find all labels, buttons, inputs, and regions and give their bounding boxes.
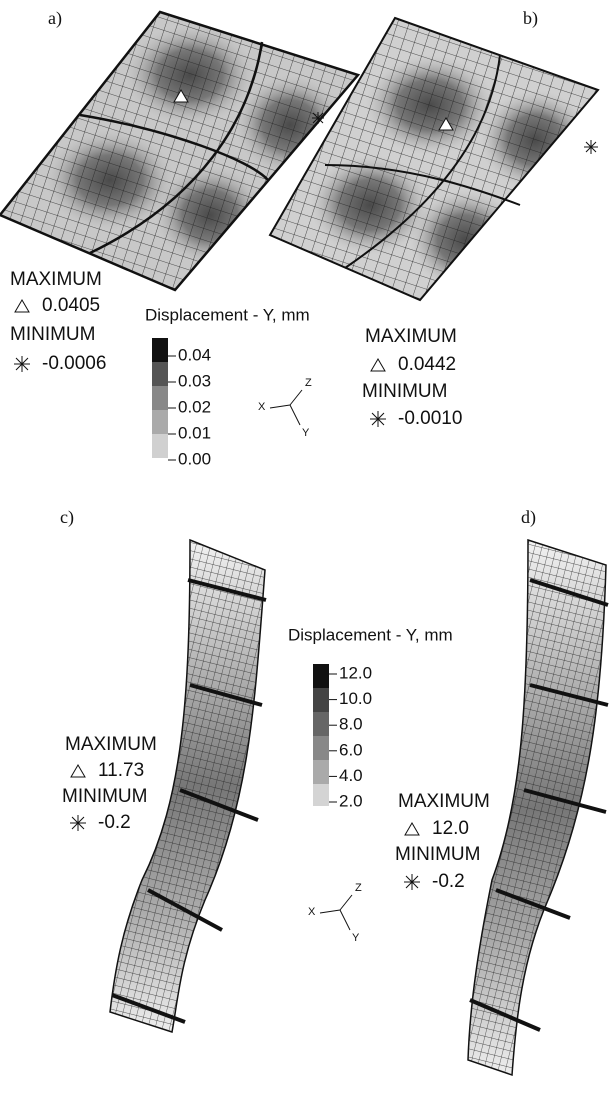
panel-label: b) <box>523 8 538 29</box>
legend-tick-label: 8.0 <box>339 715 363 734</box>
axis-x-label: X <box>258 401 266 413</box>
figure: a) MAXIMUM 0.0405 MINIMUM -0.0006 b) MAXIMUM 0.… <box>0 0 611 1093</box>
minimum-value: -0.2 <box>98 812 131 833</box>
minimum-value: -0.0010 <box>398 408 462 429</box>
legend-tick-label: 0.00 <box>178 449 211 468</box>
axis-y-label: Y <box>302 427 310 439</box>
legend-tick-label: 2.0 <box>339 791 363 810</box>
minimum-label: MINIMUM <box>62 786 147 807</box>
legend-tick-label: 0.03 <box>178 371 211 390</box>
axis-x-label: X <box>308 906 316 918</box>
minimum-value: -0.2 <box>432 871 465 892</box>
legend-tick-label: 0.02 <box>178 397 211 416</box>
maximum-label: MAXIMUM <box>65 734 157 755</box>
axis-y-label: Y <box>352 932 360 944</box>
axis-z-label: Z <box>355 882 362 894</box>
min-marker <box>312 112 324 124</box>
min-marker <box>370 411 386 427</box>
minimum-label: MINIMUM <box>10 324 95 345</box>
legend-tick-label: 12.0 <box>339 663 372 682</box>
min-marker <box>70 815 86 831</box>
page: {"panels": [ {"label": "a)", "maximum_la… <box>0 0 611 1093</box>
minimum-label: MINIMUM <box>362 381 447 402</box>
max-marker <box>371 359 385 371</box>
plate-b <box>270 18 598 300</box>
maximum-value: 11.73 <box>98 760 144 781</box>
max-marker <box>405 823 419 835</box>
maximum-label: MAXIMUM <box>398 791 490 812</box>
maximum-value: 0.0405 <box>42 295 100 316</box>
legend-bar-a <box>152 338 168 458</box>
maximum-value: 12.0 <box>432 818 469 839</box>
panel-label: c) <box>60 507 74 528</box>
maximum-label: MAXIMUM <box>365 326 457 347</box>
max-marker <box>15 300 29 312</box>
axis-triad <box>270 390 352 930</box>
legend-tick-label: 6.0 <box>339 740 363 759</box>
panel-label: a) <box>48 8 62 29</box>
min-marker <box>404 874 420 890</box>
legend-bar-c <box>313 664 329 806</box>
legend-tick-label: 0.04 <box>178 345 211 364</box>
maximum-value: 0.0442 <box>398 354 456 375</box>
axis-z-label: Z <box>305 377 312 389</box>
legend-tick-label: 0.01 <box>178 423 211 442</box>
minimum-label: MINIMUM <box>395 844 480 865</box>
min-marker <box>584 140 598 154</box>
max-marker <box>71 765 85 777</box>
maximum-label: MAXIMUM <box>10 269 102 290</box>
minimum-value: -0.0006 <box>42 353 106 374</box>
legend-title: Displacement - Y, mm <box>288 625 453 644</box>
legend-title: Displacement - Y, mm <box>145 305 310 324</box>
min-marker <box>14 356 30 372</box>
legend-tick-label: 4.0 <box>339 766 363 785</box>
legend-tick-label: 10.0 <box>339 689 372 708</box>
panel-label: d) <box>521 507 536 528</box>
